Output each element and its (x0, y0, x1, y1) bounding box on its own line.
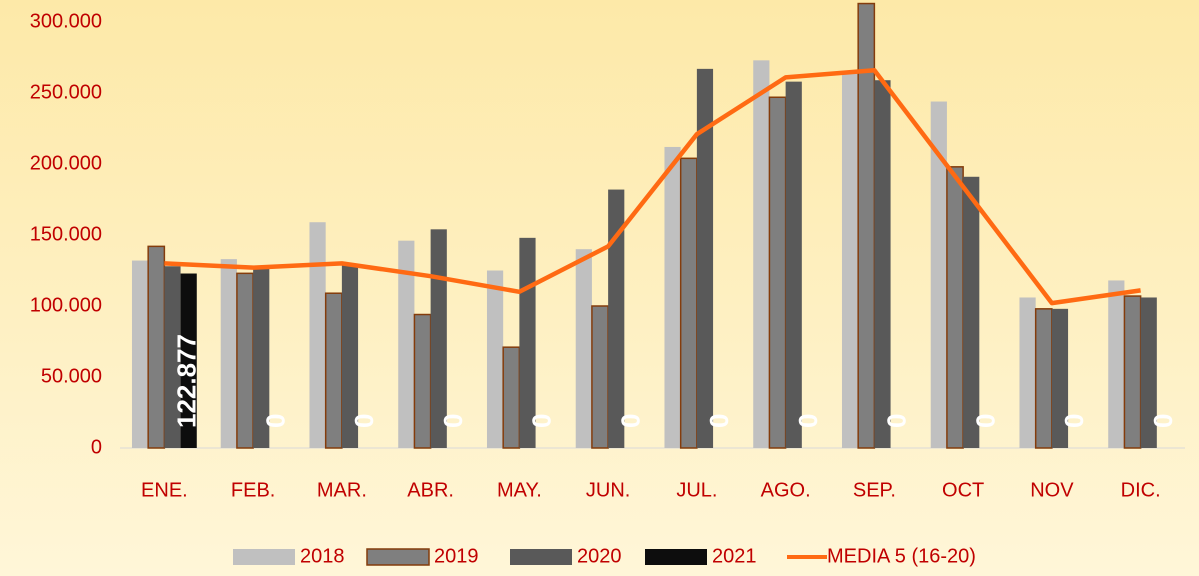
legend-label: 2020 (577, 545, 622, 567)
bar (486, 270, 504, 448)
x-tick-label: FEB. (231, 479, 275, 501)
bar (1051, 308, 1069, 448)
y-tick-label: 150.000 (30, 223, 102, 245)
bar (874, 80, 891, 448)
x-tick-label: DIC. (1121, 479, 1161, 501)
bar (131, 260, 149, 448)
bar (591, 305, 609, 449)
y-tick-label: 100.000 (30, 294, 102, 316)
x-tick-label: SEP. (853, 479, 896, 501)
x-tick-label: JUN. (586, 479, 630, 501)
data-label: 0 (704, 414, 734, 428)
bar (679, 157, 698, 449)
bar (696, 68, 714, 449)
y-tick-label: 200.000 (30, 152, 102, 174)
y-tick-label: 250.000 (30, 81, 102, 103)
x-tick-label: AGO. (761, 479, 811, 501)
bar (1140, 297, 1157, 448)
x-tick-label: ABR. (407, 479, 454, 501)
bar (753, 60, 770, 449)
y-tick-label: 300.000 (30, 10, 102, 32)
legend-label: 2019 (434, 545, 479, 567)
legend-label: 2018 (300, 545, 345, 567)
bar (220, 259, 237, 448)
data-label: 122.877 (172, 334, 202, 428)
legend-swatch (510, 549, 572, 565)
legend-label: MEDIA 5 (16-20) (827, 545, 976, 567)
bar (946, 166, 964, 449)
x-tick-label: NOV (1030, 479, 1074, 501)
bar (164, 266, 181, 448)
data-label: 0 (793, 414, 823, 428)
bar (180, 273, 197, 448)
legend-swatch (645, 549, 707, 565)
bar (608, 189, 625, 448)
line-series (164, 68, 1141, 306)
bar (575, 249, 592, 448)
bar (841, 71, 859, 448)
data-label: 0 (1148, 414, 1178, 428)
bar (1123, 295, 1142, 449)
bar (963, 176, 980, 448)
x-tick-label: MAR. (317, 479, 367, 501)
bar (1108, 280, 1125, 448)
x-tick-label: ENE. (141, 479, 188, 501)
bar (785, 81, 802, 448)
data-label: 0 (438, 414, 468, 428)
x-tick-label: OCT (942, 479, 984, 501)
legend-swatch (233, 549, 295, 565)
y-tick-label: 50.000 (41, 365, 102, 387)
bar (1034, 308, 1053, 449)
bar (253, 267, 270, 448)
bar (236, 272, 254, 449)
data-label: 0 (349, 414, 379, 428)
data-label: 0 (527, 414, 557, 428)
bar (324, 292, 343, 449)
bar (502, 346, 521, 449)
bar (1019, 297, 1036, 448)
bar (930, 101, 947, 449)
x-tick-label: JUL. (676, 479, 717, 501)
legend-swatch (366, 548, 430, 566)
data-label: 0 (260, 414, 290, 428)
bar (413, 313, 432, 449)
bar (430, 229, 447, 448)
data-label: 0 (615, 414, 645, 428)
bar (664, 146, 681, 448)
data-label: 0 (1059, 414, 1089, 428)
y-tick-label: 0 (91, 436, 102, 458)
legend-label: 2021 (712, 545, 757, 567)
x-tick-label: MAY. (497, 479, 542, 501)
bar (341, 264, 359, 448)
bar (398, 240, 415, 448)
data-label: 0 (882, 414, 912, 428)
data-label: 0 (970, 414, 1000, 428)
bar (309, 222, 326, 448)
bar (147, 245, 166, 449)
bar (768, 96, 787, 449)
